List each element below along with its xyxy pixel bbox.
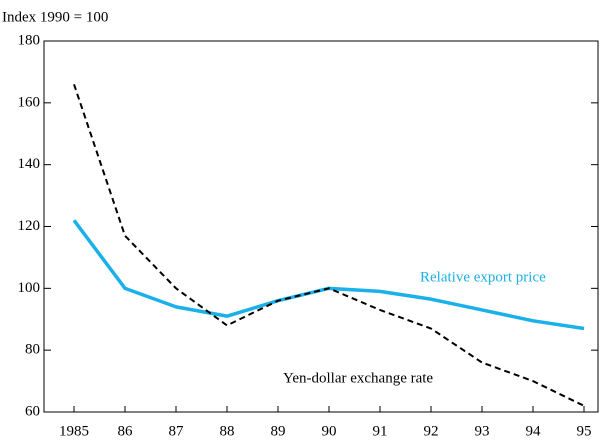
x-tick-label: 93 [475,423,490,439]
x-tick-label: 92 [424,423,439,439]
y-tick-label: 160 [18,94,41,110]
x-tick-label: 91 [373,423,388,439]
y-tick-label: 140 [18,156,41,172]
y-axis-label: Index 1990 = 100 [2,9,108,25]
x-tick-label: 89 [271,423,286,439]
y-tick-label: 120 [18,218,41,234]
series-label: Relative export price [420,269,546,285]
y-tick-label: 80 [25,342,40,358]
x-tick-label: 94 [526,423,542,439]
x-tick-label: 87 [169,423,185,439]
x-tick-label: 86 [118,423,134,439]
x-tick-label: 95 [577,423,592,439]
series-line [73,83,585,407]
x-tick-label: 1985 [59,423,89,439]
x-tick-label: 88 [220,423,235,439]
series-label: Yen-dollar exchange rate [283,370,433,386]
plot-frame [43,40,599,413]
x-tick-label: 90 [322,423,337,439]
y-tick-label: 60 [25,403,40,419]
y-tick-label: 180 [18,32,41,48]
y-tick-label: 100 [18,280,41,296]
